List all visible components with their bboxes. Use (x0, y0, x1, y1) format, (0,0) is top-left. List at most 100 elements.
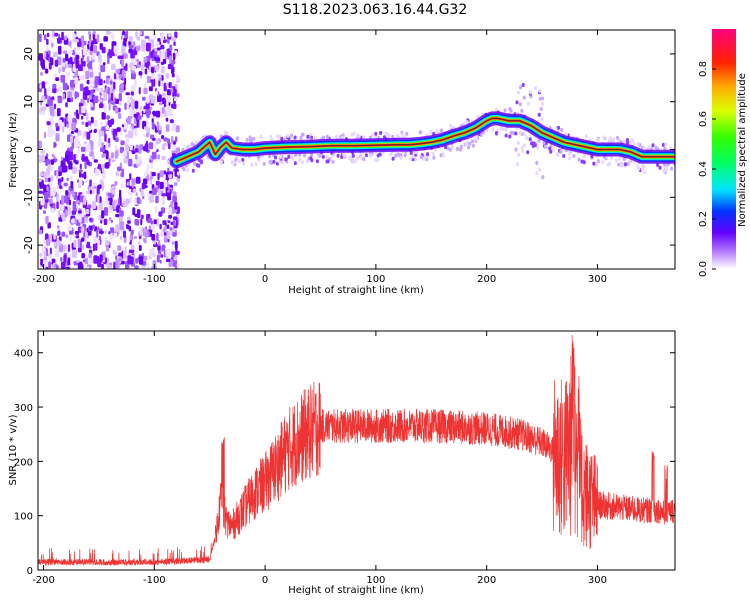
noise-speck (122, 30, 125, 36)
halo-speck (538, 88, 542, 93)
halo-speck (405, 131, 409, 136)
noise-speck (126, 198, 129, 206)
noise-speck (134, 265, 139, 269)
halo-speck (557, 125, 561, 130)
noise-speck (52, 88, 57, 94)
noise-speck (85, 112, 89, 121)
noise-speck (146, 117, 149, 125)
halo-speck (414, 157, 417, 162)
halo-speck (441, 153, 445, 158)
noise-speck (159, 231, 164, 237)
noise-speck (93, 45, 98, 54)
halo-speck (191, 168, 195, 173)
noise-speck (131, 178, 136, 186)
noise-speck (74, 47, 77, 51)
noise-speck (111, 64, 116, 71)
noise-speck (87, 125, 92, 131)
noise-speck (97, 195, 100, 204)
halo-speck (548, 146, 552, 151)
noise-speck (79, 195, 85, 203)
snr-frame (37, 330, 676, 571)
noise-speck (122, 200, 127, 208)
noise-speck (129, 233, 134, 241)
noise-speck (85, 209, 90, 215)
halo-speck (286, 133, 290, 138)
noise-speck (153, 219, 157, 225)
noise-speck (159, 223, 162, 230)
noise-speck (57, 96, 63, 104)
noise-speck (116, 205, 120, 213)
noise-speck (85, 122, 89, 127)
noise-speck (62, 50, 68, 54)
halo-speck (601, 160, 605, 164)
noise-speck (82, 210, 85, 217)
noise-speck (73, 39, 79, 43)
noise-speck (85, 190, 90, 194)
halo-speck (543, 144, 547, 149)
noise-speck (134, 154, 138, 160)
noise-speck (85, 70, 90, 80)
noise-speck (147, 174, 150, 181)
noise-speck (123, 65, 128, 71)
noise-speck (174, 31, 178, 39)
noise-speck (132, 41, 136, 49)
noise-speck (72, 202, 77, 211)
noise-speck (101, 210, 105, 219)
noise-speck (129, 256, 134, 265)
noise-speck (150, 39, 155, 48)
noise-speck (163, 226, 167, 231)
noise-speck (98, 225, 103, 229)
noise-speck (127, 190, 133, 196)
noise-speck (110, 118, 115, 125)
noise-speck (105, 48, 109, 53)
noise-speck (163, 232, 167, 236)
noise-speck (175, 136, 178, 143)
noise-speck (53, 234, 56, 240)
noise-speck (158, 79, 161, 87)
noise-speck (72, 63, 77, 72)
noise-speck (107, 264, 112, 269)
noise-speck (120, 247, 124, 252)
noise-speck (129, 249, 135, 253)
noise-speck (107, 192, 112, 197)
noise-speck (48, 177, 51, 182)
noise-speck (154, 206, 158, 213)
noise-speck (143, 237, 147, 244)
noise-speck (49, 256, 52, 263)
noise-speck (79, 163, 82, 170)
noise-speck (151, 73, 154, 81)
noise-speck (60, 156, 64, 161)
noise-speck (55, 122, 58, 128)
halo-speck (222, 155, 226, 159)
noise-speck (148, 65, 152, 73)
halo-speck (521, 83, 525, 87)
noise-speck (84, 141, 87, 145)
noise-speck (125, 146, 129, 153)
noise-speck (168, 82, 171, 89)
noise-speck (50, 107, 54, 116)
noise-speck (110, 87, 113, 94)
noise-speck (127, 117, 132, 125)
noise-speck (176, 178, 180, 183)
noise-speck (76, 46, 80, 51)
noise-speck (91, 155, 96, 160)
noise-speck (85, 257, 89, 265)
noise-speck (78, 64, 83, 72)
noise-speck (141, 64, 144, 71)
noise-speck (77, 262, 83, 269)
noise-speck (81, 40, 84, 49)
noise-speck (99, 230, 104, 234)
halo-speck (275, 134, 279, 139)
colorbar-tick-label: 0.4 (698, 161, 709, 177)
noise-speck (66, 97, 71, 103)
noise-speck (117, 112, 122, 120)
halo-speck (596, 159, 600, 164)
noise-speck (56, 201, 59, 209)
noise-speck (45, 45, 49, 52)
noise-speck (138, 236, 142, 240)
noise-speck (109, 227, 115, 233)
noise-speck (121, 124, 125, 128)
noise-speck (174, 240, 178, 249)
noise-speck (127, 220, 131, 224)
noise-speck (148, 197, 154, 201)
